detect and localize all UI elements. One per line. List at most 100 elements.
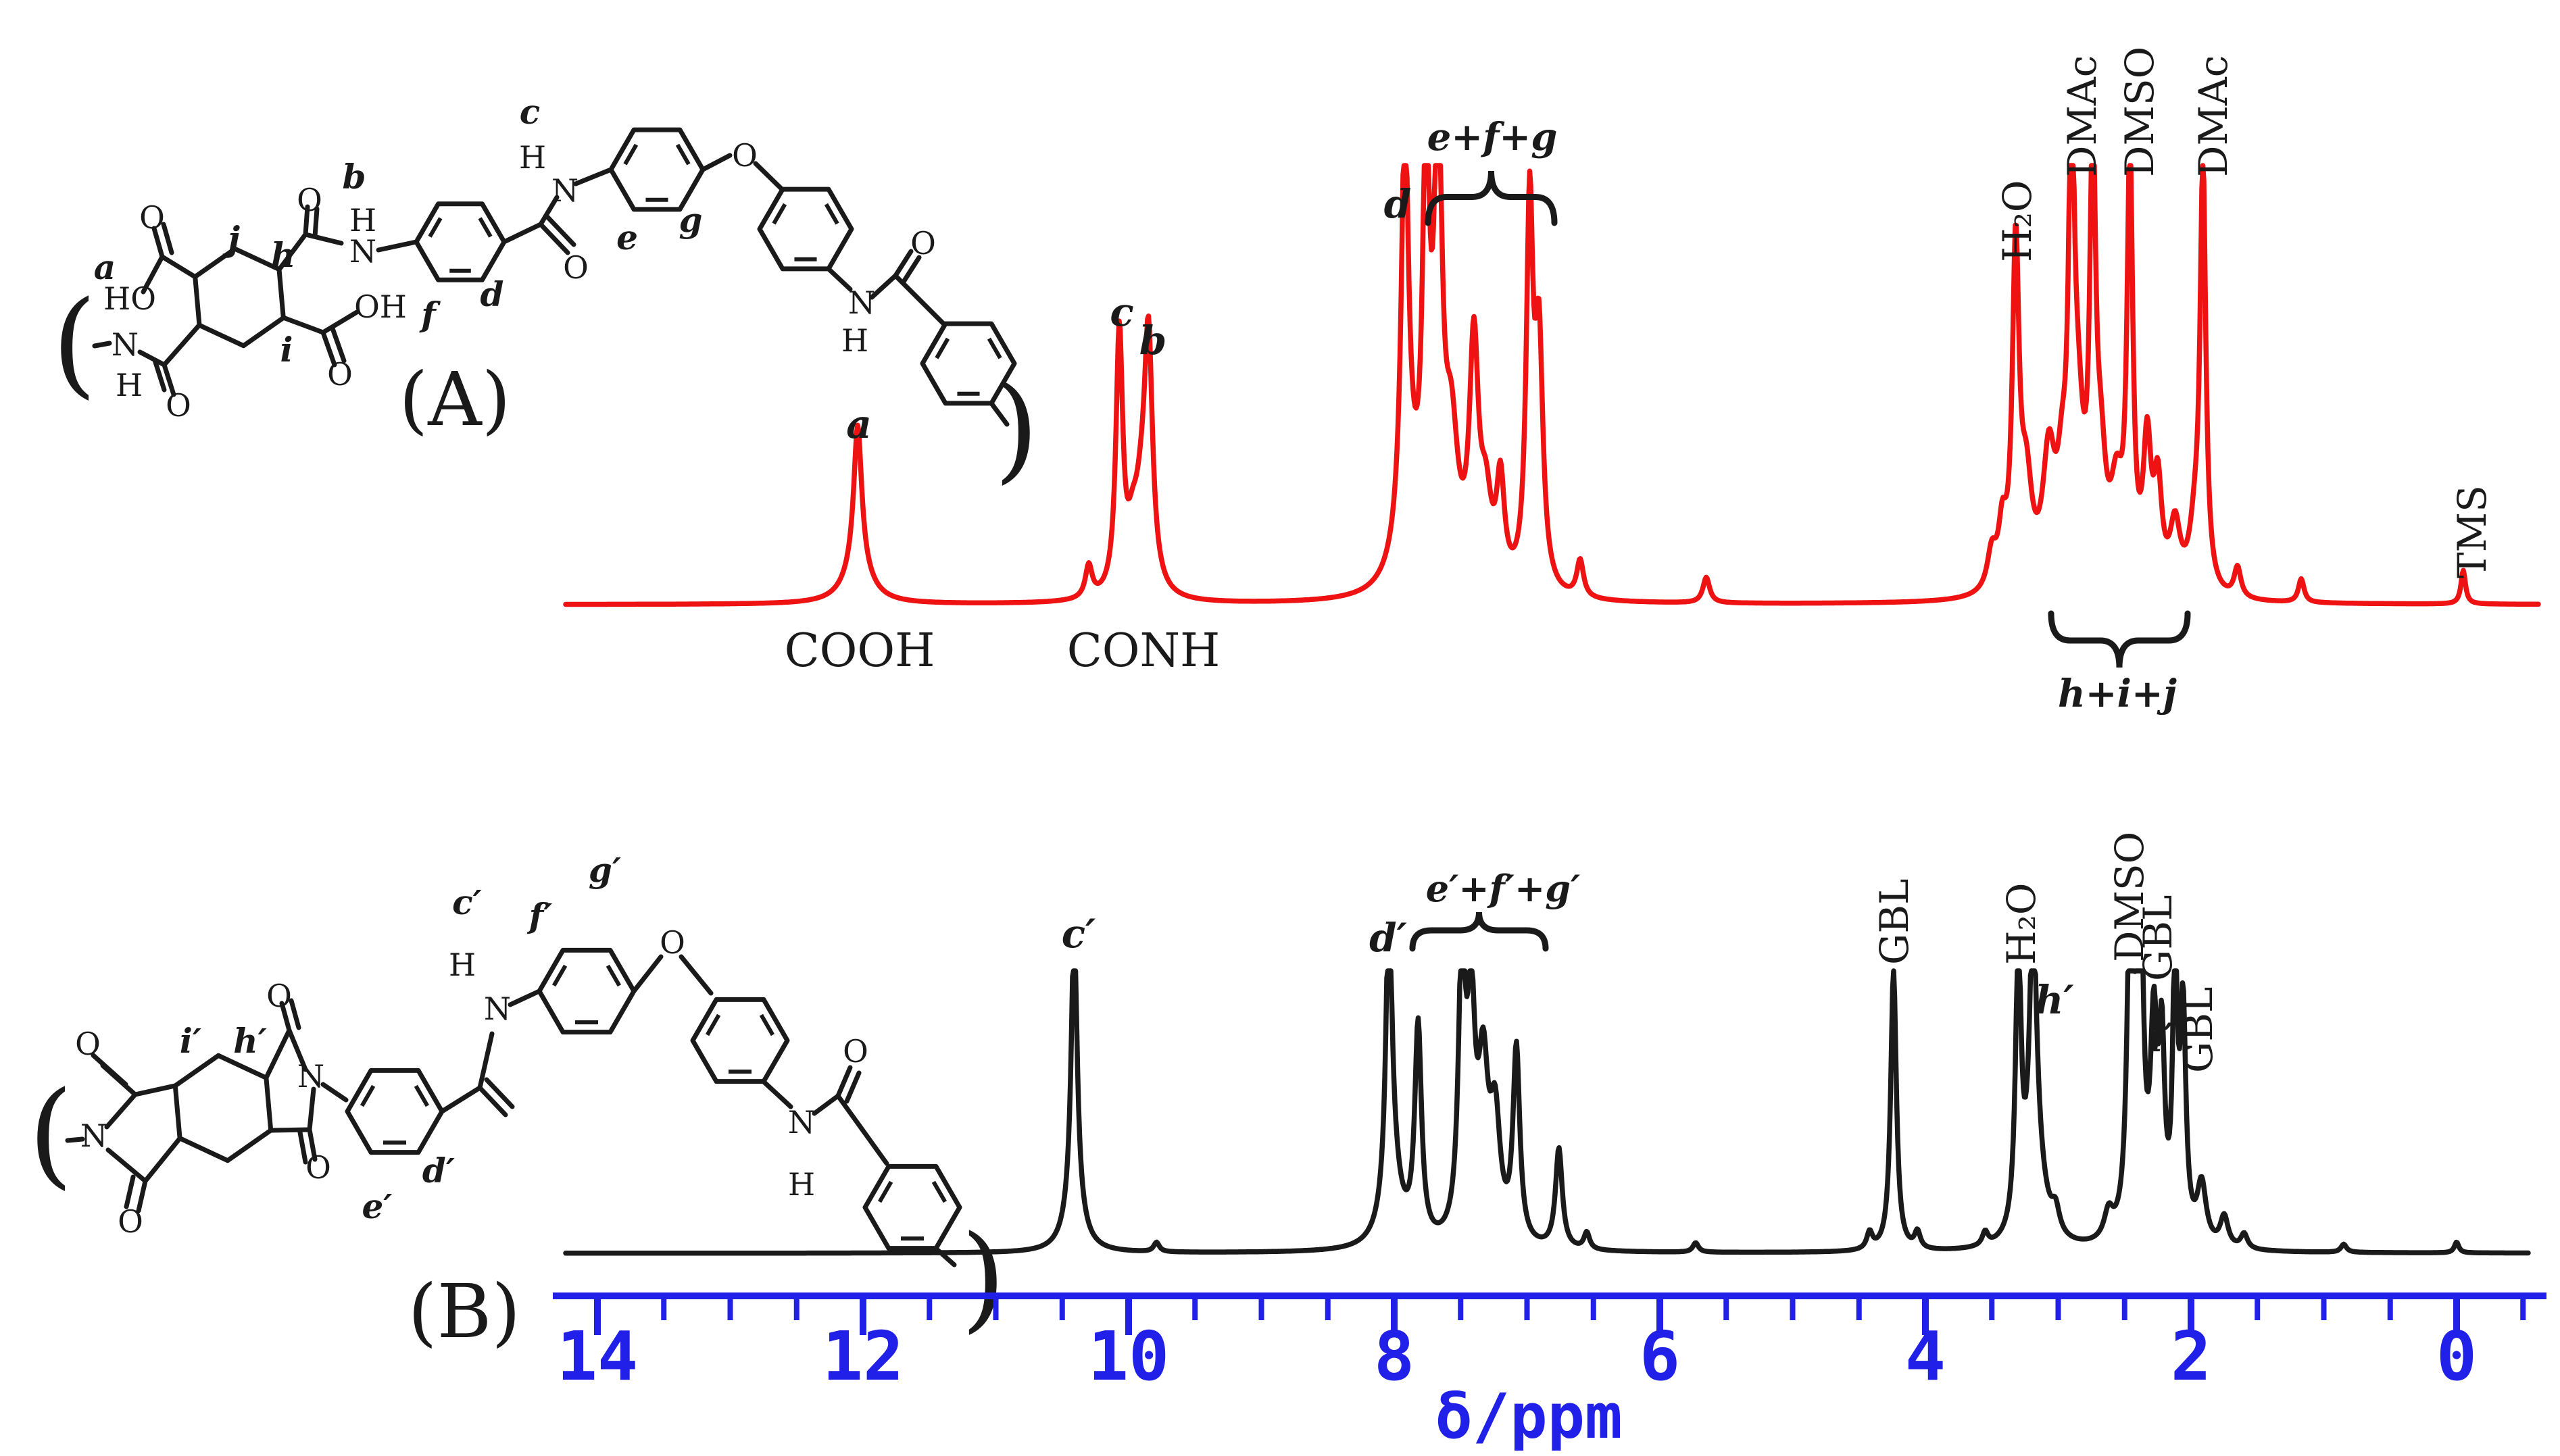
spectrum-a-trace: [563, 163, 2541, 607]
structure-b-letter-label: d′: [422, 1151, 455, 1190]
structure-b-letter-label: i′: [180, 1021, 201, 1061]
structure-a-bond: [303, 204, 310, 237]
structure-b-bond: [124, 1174, 136, 1209]
structure-a-parenthesis: ): [994, 361, 1039, 495]
structure-a-atom-label: O: [732, 137, 758, 174]
structure-b-ring-inner-double-bond: [931, 1180, 947, 1203]
structure-b-atom-label: O: [660, 924, 685, 961]
structure-a-ring: [757, 186, 854, 272]
structure-a-ring-inner-double-bond: [772, 203, 787, 225]
x-axis-tick-label-12: 12: [822, 1317, 904, 1396]
spectrum-a-solvent-label: DMAc: [2059, 55, 2105, 177]
x-axis-tick-label-6: 6: [1640, 1317, 1680, 1396]
structure-b-ring-inner-double-bond: [759, 1013, 775, 1036]
structure-a-bond: [280, 315, 326, 335]
structure-a-atom-label: O: [139, 199, 165, 236]
structure-b-bond: [307, 1127, 318, 1162]
structure-a-ring: [193, 246, 286, 349]
structure-a-atom-label: H: [519, 139, 546, 176]
structure-a-bond: [137, 349, 167, 368]
structure-b-ring-inner-double-bond: [360, 1084, 376, 1107]
structure-a-ring-inner-double-bond: [478, 217, 493, 238]
structure-b-bond: [104, 1092, 138, 1130]
structure-b-parenthesis: (: [28, 1067, 73, 1201]
structure-a-letter-label: d: [481, 274, 504, 314]
structure-a-atom-label: N: [551, 172, 579, 209]
structure-b-bond: [287, 1028, 308, 1072]
structure-a-bond: [700, 153, 733, 172]
spectrum-b-group-label: e′+f′+g′: [1426, 867, 1581, 910]
structure-b-atom-label: O: [118, 1203, 143, 1240]
structure-b-bond: [297, 1130, 308, 1165]
structure-a-atom-label: OH: [354, 288, 407, 325]
structure-a-bond: [826, 266, 853, 292]
spectrum-a-solvent-label: DMAc: [2190, 55, 2236, 177]
structure-b-bond: [484, 1077, 515, 1109]
structure-b-letter-label: h′: [233, 1021, 267, 1061]
structure-a-ring-inner-double-bond: [428, 217, 443, 238]
structure-a-atom-label: O: [166, 387, 191, 424]
spectrum-b-trace: [563, 968, 2531, 1256]
structure-a-bond: [162, 322, 202, 368]
structure-a-atom-label: O: [563, 249, 589, 286]
structure-b-bond: [91, 1053, 128, 1087]
structure-a-bond: [151, 226, 165, 259]
structure-a-letter-label: i: [280, 330, 293, 370]
structure-b-ring: [345, 1068, 445, 1155]
structure-a-bond: [162, 362, 176, 397]
spectrum-b-solvent-label: H₂O: [1998, 883, 2044, 965]
structure-b-letter-label: e′: [362, 1186, 393, 1226]
spectrum-b-solvent-label: GBL: [1871, 879, 1917, 965]
structure-b-atom-label: O: [305, 1149, 331, 1186]
spectrum-a-peak-label-a: a: [846, 401, 872, 447]
structure-a-ring-inner-double-bond: [935, 337, 950, 359]
structure-a-ring-inner-double-bond: [675, 143, 691, 166]
structure-b-atom-label: N: [788, 1104, 815, 1140]
structure-b-bond: [835, 1093, 889, 1166]
structure-b-ring: [690, 997, 790, 1084]
spectrum-b-peak-label: d′: [1369, 915, 1407, 961]
structure-b-bond: [264, 1028, 292, 1080]
structure-a-bond: [869, 273, 898, 300]
structure-a-atom-label: HO: [103, 280, 156, 317]
structure-a-bond: [141, 254, 165, 295]
structure-b-atom-label: H: [449, 947, 476, 983]
structure-a-ring-inner-double-bond: [623, 143, 639, 166]
structure-a-bond: [330, 326, 347, 363]
structure-a-letter-label: e: [616, 218, 638, 257]
x-axis-tick-label-2: 2: [2171, 1317, 2211, 1396]
structure-b-ring-inner-double-bond: [606, 964, 622, 987]
spectrum-a-assignment-label: CONH: [1067, 624, 1221, 678]
structure-b-bond: [477, 1085, 508, 1118]
structure-a-bond: [538, 222, 570, 255]
structure-b-atom-label: N: [297, 1058, 324, 1095]
structure-a-parenthesis: (: [52, 276, 97, 410]
spectrum-b-solvent-label: GBL: [2135, 895, 2181, 981]
structure-a-ring-inner-double-bond: [987, 337, 1002, 359]
structure-b-bond: [439, 1085, 483, 1114]
structure-a-atom-label: H: [116, 367, 143, 403]
structure-a-bond: [893, 273, 947, 327]
structure-b-bond: [508, 988, 542, 1007]
structure-b-ring: [172, 1053, 274, 1163]
spectrum-b-solvent-label: GBL: [2175, 987, 2221, 1073]
structure-a-letter-label: h: [271, 235, 295, 275]
structure-b-bond: [105, 1147, 148, 1184]
x-axis-tick-label-0: 0: [2436, 1317, 2477, 1396]
spectrum-b-solvent-label: DMSO: [2107, 832, 2152, 962]
structure-a-atom-label: N: [848, 284, 875, 321]
structure-a-bond: [159, 254, 198, 280]
peak-group-brace-2: [1409, 911, 1549, 952]
structure-b-ring-inner-double-bond: [414, 1084, 430, 1107]
structure-b-bond: [477, 1031, 495, 1090]
structure-b-parenthesis: ): [961, 1211, 1006, 1345]
structure-b-bond: [65, 1136, 85, 1143]
structure-a-atom-label: O: [910, 225, 936, 261]
structure-a-bond: [501, 222, 543, 245]
structure-b-letter-label: g′: [589, 850, 621, 890]
structure-b-bond: [136, 1178, 148, 1213]
structure-a-letter-label: c: [520, 92, 540, 132]
structure-b-bond: [307, 1086, 316, 1132]
structure-a-bond: [320, 309, 360, 335]
